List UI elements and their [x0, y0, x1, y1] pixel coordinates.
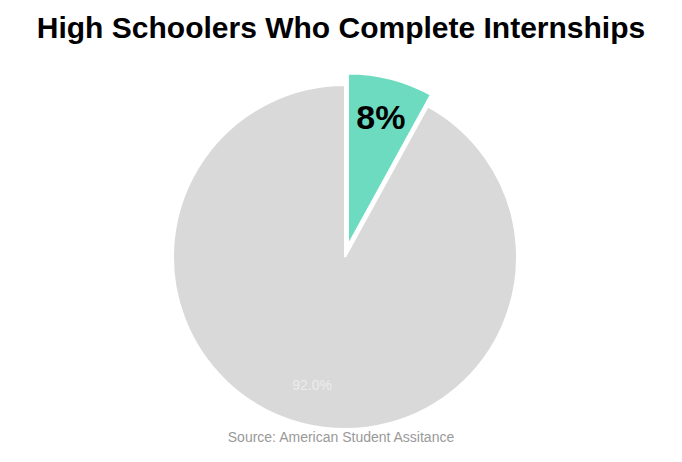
- html-text:Source: American Student Assit: Source: American Student Assitance: [227, 429, 455, 445]
- svg-text:8%: 8%: [356, 98, 405, 136]
- html-text:High Schoolers Who Complete In: High Schoolers Who Complete Internships: [36, 11, 646, 44]
- svg-text:92.0%: 92.0%: [292, 377, 332, 393]
